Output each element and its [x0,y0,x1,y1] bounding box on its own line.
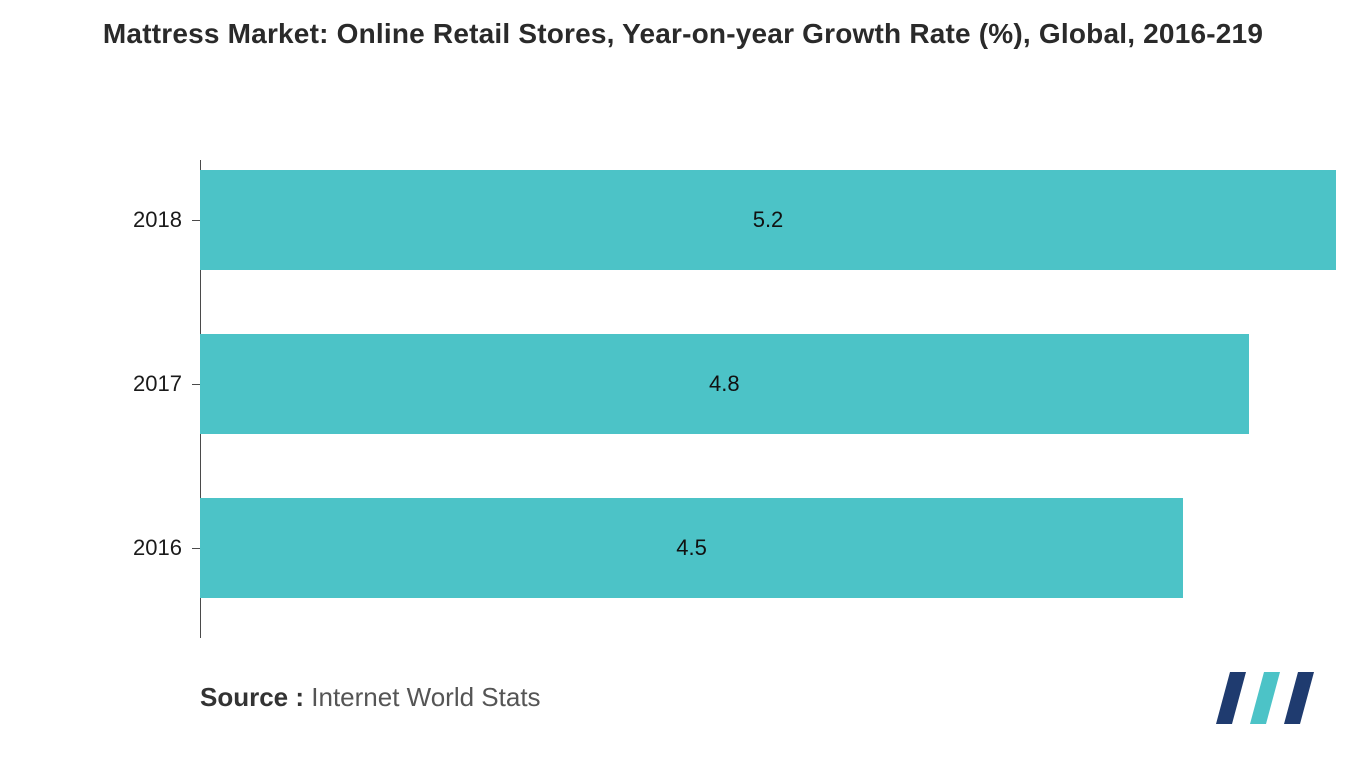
source-text: Internet World Stats [304,682,541,712]
y-axis-label: 2017 [133,371,182,397]
chart-title: Mattress Market: Online Retail Stores, Y… [0,18,1366,50]
y-axis-label: 2016 [133,535,182,561]
bar: 4.5 [200,498,1183,598]
logo-bar [1250,672,1280,724]
y-axis-label: 2018 [133,207,182,233]
bar-chart: 20185.2 20174.8 20164.5 [200,170,1336,598]
bar-row: 20164.5 [200,498,1336,598]
y-axis-tick [192,384,200,385]
bar-row: 20174.8 [200,334,1336,434]
bar-value: 4.5 [676,535,707,561]
bar-value: 5.2 [753,207,784,233]
bar-row: 20185.2 [200,170,1336,270]
bar: 5.2 [200,170,1336,270]
brand-logo [1206,668,1326,728]
bar-value: 4.8 [709,371,740,397]
logo-bar [1216,672,1246,724]
source-line: Source : Internet World Stats [200,682,541,713]
y-axis-tick [192,548,200,549]
y-axis-tick [192,220,200,221]
source-label: Source : [200,682,304,712]
bar: 4.8 [200,334,1249,434]
logo-bar [1284,672,1314,724]
